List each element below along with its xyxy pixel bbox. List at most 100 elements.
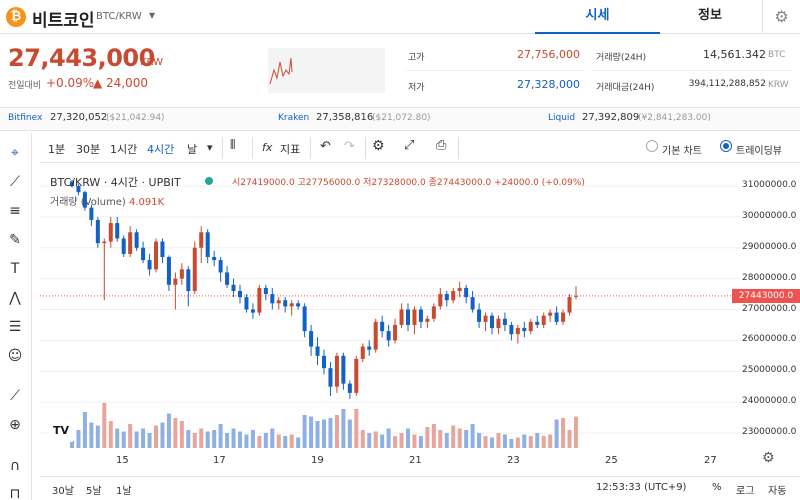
log-toggle[interactable]: 로그 [736,486,755,497]
candle-body [554,312,559,322]
y-tick-label: 31000000.0 [742,180,797,190]
chevron-down-icon[interactable]: ▾ [149,8,156,22]
candle-body [212,257,217,261]
volume-bar [231,428,236,448]
volume-bar [405,428,411,448]
exchange-name[interactable]: Liquid [548,113,576,123]
crosshair-icon[interactable]: ⌖ [11,145,19,161]
candle-body [160,241,165,258]
indicator-button[interactable]: 지표 [280,143,301,156]
y-tick-label: 29000000.0 [742,241,797,252]
volume-bar [134,431,139,448]
candle-body [573,295,579,297]
volume-bar [160,422,165,448]
tab-info[interactable]: 정보 [698,8,722,23]
basic-chart-label[interactable]: 기본 차트 [662,146,702,157]
change-rate: +0.09% [46,76,95,90]
exchange-name[interactable]: Bitfinex [8,113,43,123]
volume-bar [244,434,249,448]
candle-body [276,300,281,304]
text-icon[interactable]: T [10,261,20,277]
fullscreen-icon[interactable]: ⤢ [404,138,415,153]
settings-icon[interactable]: ⚙ [372,138,385,154]
candle-body [412,309,417,325]
candle-body [128,232,133,254]
coin-name[interactable]: 비트코인 [32,11,95,31]
fib-lines-icon[interactable]: ≡ [9,203,21,219]
candle-body [296,303,301,307]
volume-bar [289,434,294,448]
volume-bar [438,430,443,448]
lock-icon[interactable]: ⊓ [9,486,21,500]
brush-icon[interactable]: ✎ [9,232,21,248]
range-30d[interactable]: 30날 [52,486,74,497]
candle-type-icon[interactable]: ⫴ [230,138,236,153]
chevron-down-icon[interactable]: ▾ [207,141,213,154]
auto-toggle[interactable]: 자동 [768,486,787,497]
chart-symbol: BTC/KRW · 4시간 · UPBIT [50,176,181,189]
range-1d[interactable]: 1날 [116,486,132,497]
candle-body [328,368,333,387]
pattern-icon[interactable]: ⋀ [9,290,21,306]
divider [310,137,311,159]
volume-bar [296,437,301,448]
y-tick-label: 23000000.0 [742,427,797,437]
volume-bar [115,428,120,448]
tradingview-radio[interactable] [720,140,732,152]
tab-quote[interactable]: 시세 [535,0,660,34]
undo-icon[interactable]: ↶ [320,139,331,154]
clock: 12:53:33 (UTC+9) [596,482,687,493]
tradingview-label[interactable]: 트레이딩뷰 [736,146,782,157]
volume-unit: BTC [768,50,786,60]
volume-bar [360,430,365,448]
candle-body [470,297,475,310]
volume-bar [393,436,398,448]
exchange-price: 27,320,052 [50,112,108,123]
ruler-icon[interactable]: ⟋ [10,388,20,404]
interval-30m[interactable]: 30분 [76,143,101,156]
interval-day[interactable]: 날 [187,143,198,156]
volume-bar [477,433,482,448]
range-5d[interactable]: 5날 [86,486,102,497]
volume-label: 거래량(24H) [596,53,647,63]
exchange-usd: ($21,042.94) [106,113,165,123]
volume-bar [108,421,113,448]
candle-body [489,315,495,329]
divider [458,137,459,159]
emoji-icon[interactable]: ☺ [7,348,23,364]
volume-bar [76,430,81,448]
interval-4h[interactable]: 4시간 [147,143,175,156]
trend-line-icon[interactable]: ⟋ [10,174,20,190]
volume-bar [457,428,462,448]
candle-body [341,355,346,384]
exchange-name[interactable]: Kraken [278,113,310,123]
volume-bar [263,433,268,448]
gear-icon[interactable]: ⚙ [762,450,775,466]
measure-lines-icon[interactable]: ☰ [8,319,22,335]
bitcoin-icon: ₿ [6,7,26,27]
camera-icon[interactable]: ⎙ [436,138,447,153]
interval-1m[interactable]: 1분 [48,143,66,156]
candle-body [483,315,488,322]
percent-toggle[interactable]: % [712,482,722,493]
indicator-icon[interactable]: fx [262,141,273,154]
exchange-bar: Bitfinex 27,320,052 ($21,042.94) Kraken … [0,107,800,131]
candle-body [309,331,314,347]
basic-chart-radio[interactable] [646,140,658,152]
volume-bar [470,424,475,448]
y-tick-label: 30000000.0 [742,210,797,221]
gear-icon[interactable]: ⚙ [762,0,800,34]
volume-bar [121,431,126,448]
redo-icon[interactable]: ↷ [344,139,355,154]
volume-bar [373,431,378,448]
candle-body [561,312,566,322]
candlestick-chart[interactable] [40,163,800,478]
zoom-in-icon[interactable]: ⊕ [9,417,21,433]
interval-1h[interactable]: 1시간 [110,143,138,156]
coin-pair[interactable]: BTC/KRW [96,11,142,22]
y-tick-label: 24000000.0 [742,396,797,407]
magnet-icon[interactable]: ∩ [9,458,21,474]
divider [592,70,792,71]
volume-bar [95,425,100,448]
volume-bar [573,416,579,448]
